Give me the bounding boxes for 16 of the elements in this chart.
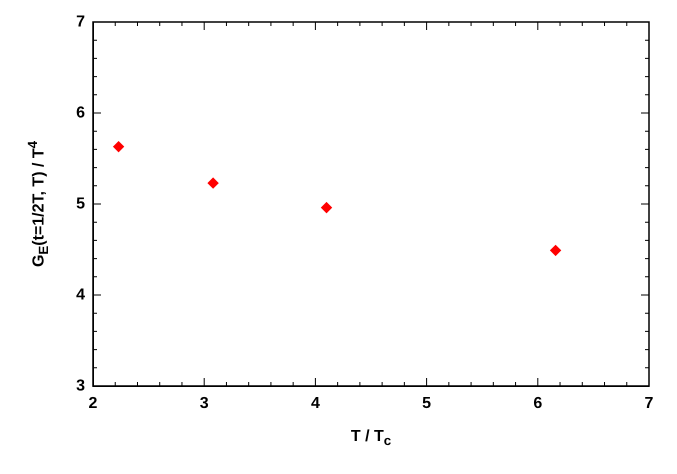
x-tick-label: 6	[533, 395, 542, 412]
point	[321, 202, 332, 214]
x-tick-label: 7	[644, 395, 654, 412]
x-tick-label: 3	[200, 395, 209, 412]
x-tick-label: 4	[310, 395, 320, 412]
y-tick-label: 3	[76, 377, 86, 394]
x-tick-label: 2	[88, 395, 98, 412]
x-axis-title: T / T$_{c}$	[350, 428, 392, 448]
y-tick-label: 7	[76, 13, 86, 30]
point	[208, 178, 219, 189]
y-tick-label: 6	[76, 104, 86, 122]
point	[550, 244, 562, 256]
point	[113, 141, 124, 152]
y-tick-label: 5	[76, 195, 86, 212]
y-tick-label: 4	[76, 286, 86, 304]
x-tick-label: 5	[422, 395, 432, 412]
